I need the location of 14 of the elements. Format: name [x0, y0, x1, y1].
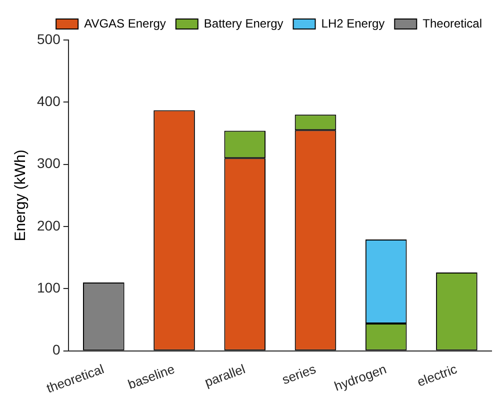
y-tick-label: 400: [37, 93, 61, 110]
y-tick-label: 200: [37, 217, 61, 234]
y-tick-label: 0: [52, 342, 61, 358]
y-tick-label: 500: [37, 30, 61, 47]
y-tick-label: 100: [37, 280, 61, 296]
legend-label: Theoretical: [422, 16, 482, 30]
legend-label: LH2 Energy: [321, 16, 385, 30]
x-tick-label: electric: [415, 361, 460, 390]
x-tick-label: series: [280, 361, 318, 388]
y-tick-label: 300: [37, 155, 61, 172]
x-tick-label: baseline: [126, 361, 177, 392]
legend-label: Battery Energy: [204, 16, 284, 30]
legend-label: AVGAS Energy: [84, 16, 166, 30]
y-axis-title: Energy (kWh): [12, 150, 30, 242]
